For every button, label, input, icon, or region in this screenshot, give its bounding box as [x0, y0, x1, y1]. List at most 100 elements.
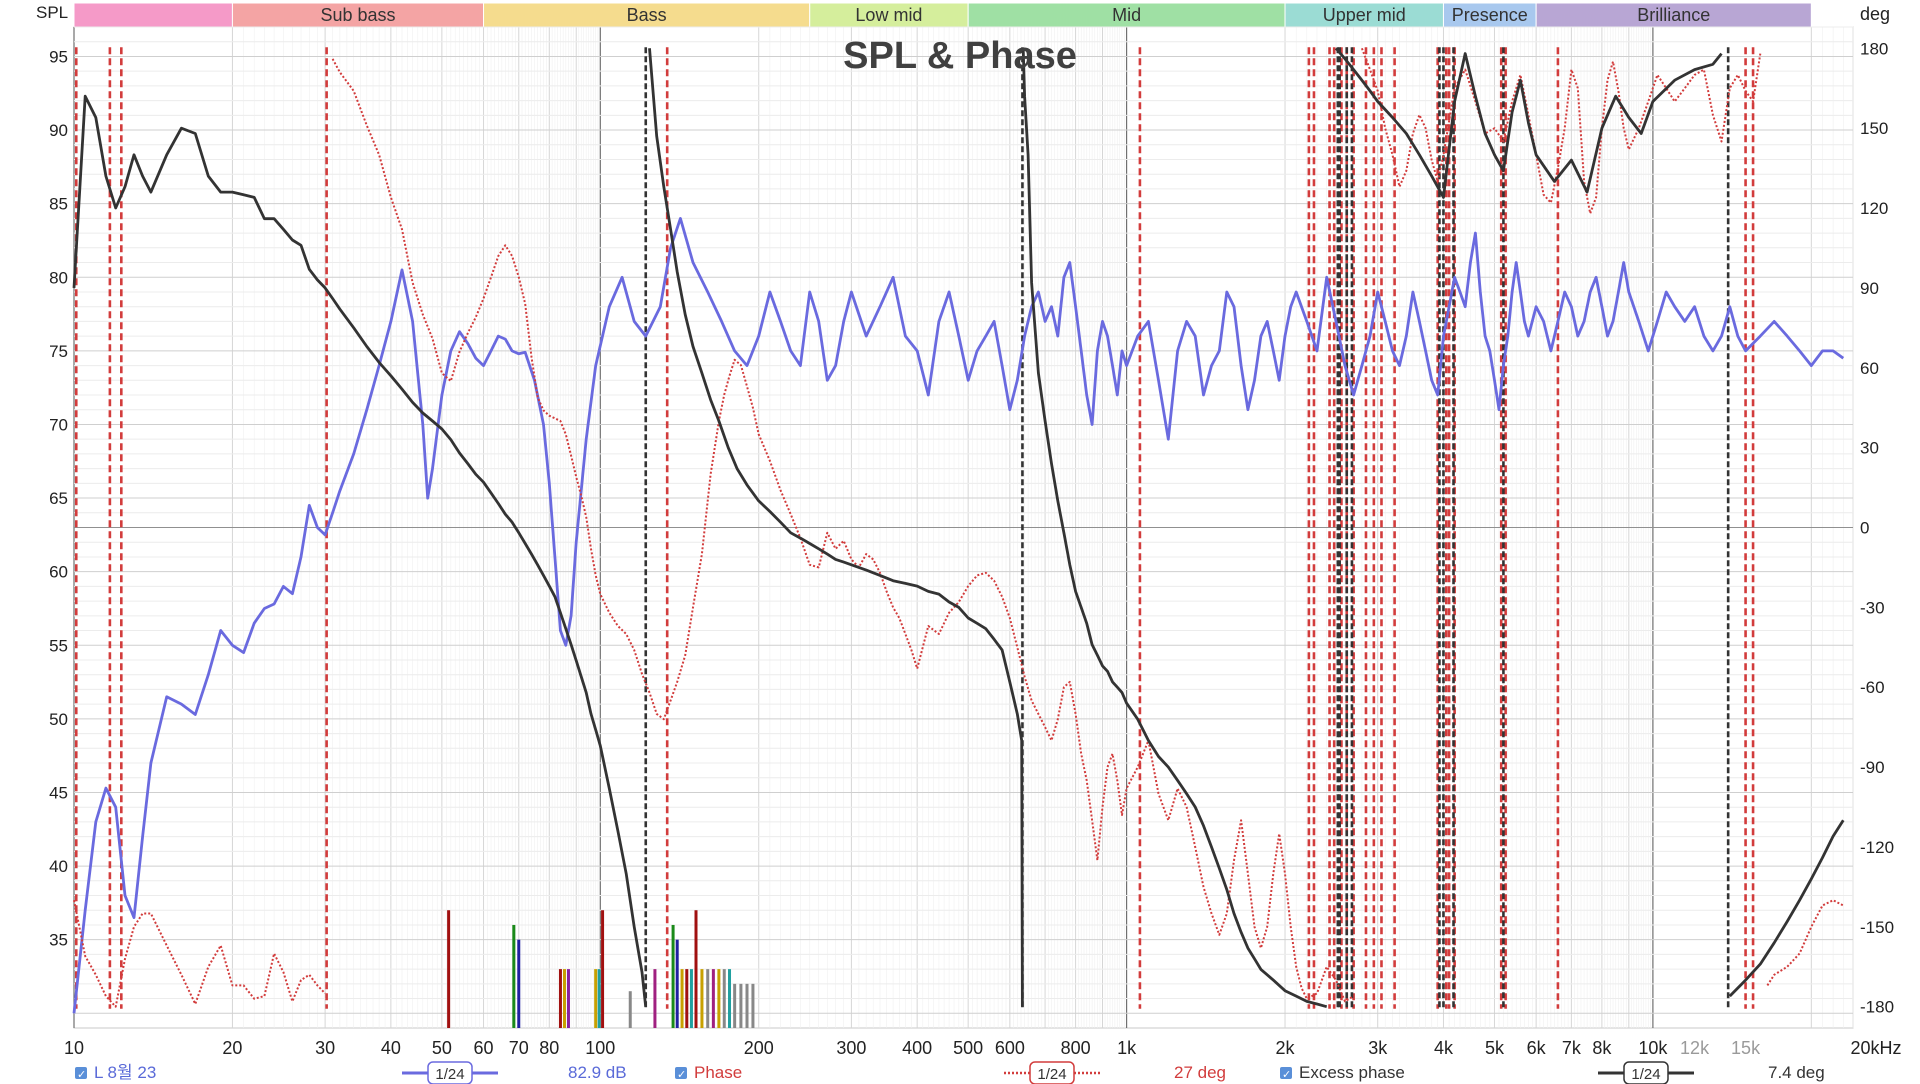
x-tick-label: 3k	[1368, 1038, 1388, 1058]
marker-bar	[722, 969, 726, 1028]
y-right-tick-label: -180	[1860, 998, 1894, 1017]
x-unit-label: 20kHz	[1850, 1038, 1901, 1058]
legend-excess-value: 7.4 deg	[1768, 1063, 1825, 1082]
band-label: Presence	[1452, 5, 1528, 25]
marker-bar	[700, 969, 704, 1028]
band-label: Mid	[1112, 5, 1141, 25]
checkbox-icon[interactable]	[1280, 1067, 1292, 1079]
marker-bar	[689, 969, 693, 1028]
legend-spl-value: 82.9 dB	[568, 1063, 627, 1082]
check-icon: ✓	[677, 1069, 686, 1081]
band-rect	[483, 2, 811, 28]
x-tick-label: 60	[474, 1038, 494, 1058]
legend-spl-smoothing: 1/24	[435, 1066, 464, 1083]
left-axis-label: SPL	[36, 3, 68, 22]
y-right-tick-label: 90	[1860, 279, 1879, 298]
marker-bar	[675, 939, 679, 1028]
checkbox-icon[interactable]	[675, 1067, 687, 1079]
y-left-tick-label: 60	[49, 563, 68, 582]
series-line	[72, 217, 1845, 1014]
y-right-tick-label: 120	[1860, 199, 1888, 218]
x-tick-label: 6k	[1527, 1038, 1547, 1058]
legend-spl[interactable]: ✓ L 8월 23 1/24 82.9 dB	[75, 1061, 627, 1084]
x-tick-label: 500	[953, 1038, 983, 1058]
x-tick-label: 400	[902, 1038, 932, 1058]
y-left-tick-label: 95	[49, 47, 68, 66]
marker-bar	[601, 910, 605, 1028]
x-tick-label: 1k	[1117, 1038, 1137, 1058]
y-left-tick-label: 55	[49, 636, 68, 655]
marker-bar	[447, 910, 451, 1028]
y-left-tick-label: 40	[49, 857, 68, 876]
marker-bar	[562, 969, 566, 1028]
legend-spl-smoothing-box[interactable]	[427, 1061, 473, 1084]
marker-bar	[517, 939, 521, 1028]
marker-bar	[733, 983, 737, 1028]
legend-excess-phase[interactable]: ✓ Excess phase 1/24 7.4 deg	[1280, 1061, 1825, 1084]
y-left-tick-label: 70	[49, 415, 68, 434]
x-tick-label: 10k	[1638, 1038, 1668, 1058]
checkbox-icon[interactable]	[75, 1067, 87, 1079]
legend-bar: ✓ L 8월 23 1/24 82.9 dB ✓ Phase 1/24 27 d…	[75, 1061, 1825, 1084]
y-right-tick-label: -60	[1860, 678, 1885, 697]
x-tick-label: 30	[315, 1038, 335, 1058]
marker-bar	[728, 969, 732, 1028]
x-tick-label: 50	[432, 1038, 452, 1058]
y-left-tick-label: 50	[49, 710, 68, 729]
y-right-tick-label: 30	[1860, 439, 1879, 458]
marker-bar	[671, 924, 675, 1028]
legend-phase-smoothing-box[interactable]	[1029, 1061, 1075, 1084]
check-icon: ✓	[77, 1069, 86, 1081]
legend-phase-name: Phase	[694, 1063, 742, 1082]
y-right-tick-label: -150	[1860, 918, 1894, 937]
y-left-tick-label: 80	[49, 268, 68, 287]
marker-bar	[685, 969, 689, 1028]
series-line	[72, 47, 1845, 1009]
x-tick-label: 20	[222, 1038, 242, 1058]
marker-bar	[717, 969, 721, 1028]
x-tick-label: 600	[995, 1038, 1025, 1058]
chart-title: SPL & Phase	[843, 35, 1077, 77]
chart-grid	[73, 26, 1854, 1029]
x-tick-label: 10	[64, 1038, 84, 1058]
legend-phase[interactable]: ✓ Phase 1/24 27 deg	[675, 1061, 1226, 1084]
x-tick-label: 4k	[1434, 1038, 1454, 1058]
band-label: Sub bass	[320, 5, 395, 25]
y-left-tick-label: 75	[49, 342, 68, 361]
marker-bar	[512, 924, 516, 1028]
y-left-tick-label: 85	[49, 195, 68, 214]
y-right-tick-label: -90	[1860, 758, 1885, 777]
marker-bar	[558, 969, 562, 1028]
band-rect	[231, 2, 485, 28]
check-icon: ✓	[1282, 1069, 1291, 1081]
x-tick-label: 5k	[1485, 1038, 1505, 1058]
x-tick-label: 2k	[1276, 1038, 1296, 1058]
band-label: Bass	[627, 5, 667, 25]
legend-phase-value: 27 deg	[1174, 1063, 1226, 1082]
y-left-tick-label: 35	[49, 931, 68, 950]
band-rect	[1442, 2, 1537, 28]
marker-bar	[751, 983, 755, 1028]
x-tick-label: 70	[509, 1038, 529, 1058]
y-left-tick-label: 90	[49, 121, 68, 140]
band-rect	[73, 2, 233, 28]
marker-bar	[680, 969, 684, 1028]
y-left-tick-label: 45	[49, 783, 68, 802]
x-tick-label: 200	[744, 1038, 774, 1058]
marker-bar	[706, 969, 710, 1028]
marker-bar	[597, 969, 601, 1028]
x-tick-label: 40	[381, 1038, 401, 1058]
bottom-marker-bars	[447, 910, 755, 1028]
y-right-tick-label: -120	[1860, 838, 1894, 857]
chart-axes: 35 40 45 50 55 60 65 70 75 80 85 90 95 180 150 120 90 60 3…	[49, 39, 1901, 1058]
right-axis-label: deg	[1860, 4, 1890, 24]
x-tick-label: 300	[836, 1038, 866, 1058]
band-label: Low mid	[855, 5, 922, 25]
x-tick-label: 100	[585, 1038, 615, 1058]
legend-excess-smoothing-box[interactable]	[1623, 1061, 1669, 1084]
marker-bar	[694, 910, 698, 1028]
y-right-tick-label: 0	[1860, 519, 1869, 538]
marker-bar	[745, 983, 749, 1028]
marker-bar	[739, 983, 743, 1028]
